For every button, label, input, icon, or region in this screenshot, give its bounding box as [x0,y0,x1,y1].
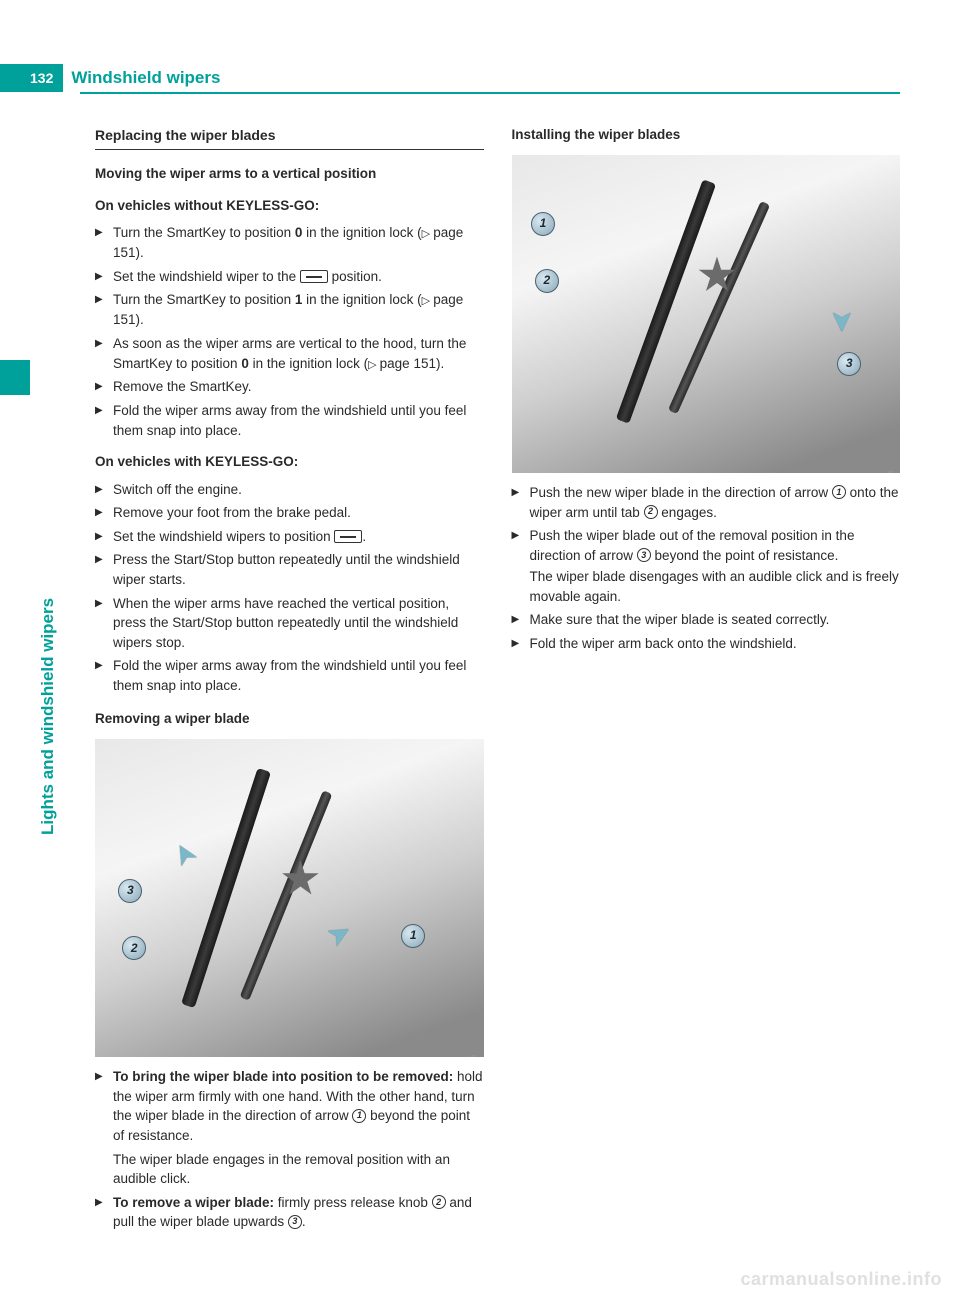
triangle-bullet-icon: ▶ [95,223,113,263]
section-heading: Replacing the wiper blades [95,125,484,150]
step-text: Push the wiper blade out of the removal … [530,526,901,606]
triangle-bullet-icon: ▶ [512,483,530,522]
step-text: Set the windshield wiper to the position… [113,267,484,287]
figure-credit: P82.30-3076-31 [887,470,897,473]
step-text: Push the new wiper blade in the directio… [530,483,901,522]
step-text: Remove your foot from the brake pedal. [113,503,484,523]
step-item: ▶ Turn the SmartKey to position 1 in the… [95,290,484,330]
triangle-bullet-icon: ▶ [512,610,530,630]
wiper-position-icon [300,270,328,283]
circled-number-icon: 1 [832,485,846,499]
triangle-bullet-icon: ▶ [95,334,113,374]
step-item: ▶ Fold the wiper arm back onto the winds… [512,634,901,654]
step-text: Set the windshield wipers to position . [113,527,484,547]
page-content: Replacing the wiper blades Moving the wi… [95,125,900,1242]
circled-number-icon: 3 [637,548,651,562]
step-text: To bring the wiper blade into position t… [113,1067,484,1145]
step-item: ▶ Fold the wiper arms away from the wind… [95,401,484,440]
step-text: Turn the SmartKey to position 0 in the i… [113,223,484,263]
step-item: ▶ Set the windshield wiper to the positi… [95,267,484,287]
step-text: To remove a wiper blade: firmly press re… [113,1193,484,1232]
triangle-bullet-icon: ▶ [95,377,113,397]
circled-number-icon: 2 [432,1195,446,1209]
triangle-bullet-icon: ▶ [95,480,113,500]
subsection-heading: Installing the wiper blades [512,125,901,145]
figure-annotation: 3 [837,352,861,376]
triangle-bullet-icon: ▶ [95,1067,113,1145]
step-text: Make sure that the wiper blade is seated… [530,610,901,630]
header-title: Windshield wipers [63,64,220,92]
step-item: ▶ As soon as the wiper arms are vertical… [95,334,484,374]
step-item: ▶ Make sure that the wiper blade is seat… [512,610,901,630]
triangle-bullet-icon: ▶ [95,503,113,523]
step-text: Turn the SmartKey to position 1 in the i… [113,290,484,330]
step-item: ▶ When the wiper arms have reached the v… [95,594,484,653]
triangle-bullet-icon: ▶ [95,594,113,653]
wiper-position-icon [334,530,362,543]
step-item: ▶ To bring the wiper blade into position… [95,1067,484,1145]
figure-annotation: 2 [122,936,146,960]
triangle-bullet-icon: ▶ [95,290,113,330]
triangle-bullet-icon: ▶ [95,401,113,440]
step-item: ▶ Remove the SmartKey. [95,377,484,397]
circled-number-icon: 1 [352,1109,366,1123]
figure-annotation: 3 [118,879,142,903]
step-text: Switch off the engine. [113,480,484,500]
step-item: ▶ Press the Start/Stop button repeatedly… [95,550,484,589]
step-text: When the wiper arms have reached the ver… [113,594,484,653]
followup-text: The wiper blade engages in the removal p… [113,1150,484,1189]
step-item: ▶ To remove a wiper blade: firmly press … [95,1193,484,1232]
side-section-label: Lights and windshield wipers [38,598,58,835]
page-header: 132 Windshield wipers [0,64,220,92]
triangle-bullet-icon: ▶ [95,656,113,695]
step-item: ▶ Push the new wiper blade in the direct… [512,483,901,522]
step-text: As soon as the wiper arms are vertical t… [113,334,484,374]
circled-number-icon: 2 [644,505,658,519]
step-text: Remove the SmartKey. [113,377,484,397]
figure-remove-wiper: ➤ ➤ 3 2 1 P82.30-3076-31 [95,739,484,1057]
figure-credit: P82.30-3076-31 [470,1054,480,1057]
step-text: Fold the wiper arms away from the windsh… [113,656,484,695]
step-text: Fold the wiper arms away from the windsh… [113,401,484,440]
side-tab [0,360,30,395]
triangle-bullet-icon: ▶ [95,1193,113,1232]
step-item: ▶ Fold the wiper arms away from the wind… [95,656,484,695]
triangle-bullet-icon: ▶ [95,267,113,287]
group-title: On vehicles with KEYLESS-GO: [95,452,484,472]
triangle-bullet-icon: ▶ [95,527,113,547]
figure-install-wiper: ➤ 1 2 3 P82.30-3076-31 [512,155,901,473]
step-item: ▶ Switch off the engine. [95,480,484,500]
step-item: ▶ Turn the SmartKey to position 0 in the… [95,223,484,263]
header-underline [80,92,900,94]
triangle-bullet-icon: ▶ [95,550,113,589]
figure-annotation: 2 [535,269,559,293]
group-title: On vehicles without KEYLESS-GO: [95,196,484,216]
step-item: ▶ Set the windshield wipers to position … [95,527,484,547]
step-text: Fold the wiper arm back onto the windshi… [530,634,901,654]
circled-number-icon: 3 [288,1215,302,1229]
subsection-heading: Moving the wiper arms to a vertical posi… [95,164,484,184]
subsection-heading: Removing a wiper blade [95,709,484,729]
watermark: carmanualsonline.info [740,1269,942,1290]
triangle-bullet-icon: ▶ [512,526,530,606]
step-item: ▶ Remove your foot from the brake pedal. [95,503,484,523]
figure-annotation: 1 [531,212,555,236]
page-number: 132 [0,64,63,92]
step-text: Press the Start/Stop button repeatedly u… [113,550,484,589]
triangle-bullet-icon: ▶ [512,634,530,654]
step-item: ▶ Push the wiper blade out of the remova… [512,526,901,606]
figure-annotation: 1 [401,924,425,948]
